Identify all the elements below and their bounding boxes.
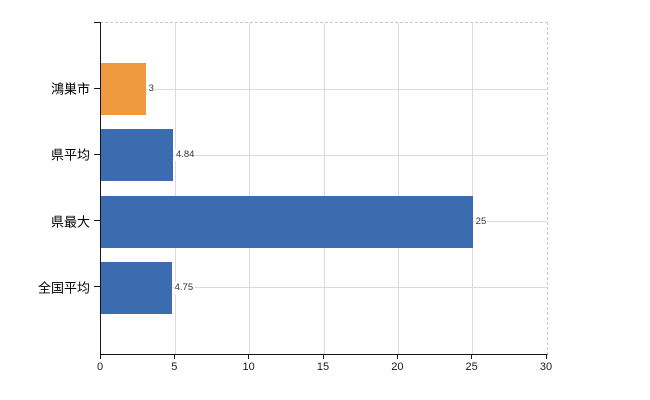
- category-label: 鴻巣市: [50, 81, 90, 97]
- category-label: 県最大: [50, 214, 90, 230]
- value-label: 3: [147, 83, 155, 96]
- value-label: 4.84: [174, 149, 196, 162]
- vertical-gridline: [397, 23, 399, 354]
- vertical-gridline: [323, 23, 325, 354]
- y-axis-tick: [94, 220, 100, 222]
- plot-area: 3 4.84 25 4.75: [100, 22, 548, 355]
- x-axis-tick: [248, 354, 250, 359]
- x-axis-tick: [173, 354, 175, 359]
- vertical-gridline: [174, 23, 176, 354]
- x-tick-label: 5: [171, 361, 178, 373]
- bar: [101, 63, 146, 116]
- value-label: 4.75: [173, 281, 195, 294]
- x-tick-label: 10: [242, 361, 255, 373]
- category-label: 県平均: [50, 147, 90, 163]
- horizontal-gridline: [101, 88, 547, 90]
- value-label: 25: [474, 215, 488, 228]
- x-tick-label: 20: [391, 361, 404, 373]
- y-axis-end-tick: [94, 22, 101, 23]
- x-tick-label: 0: [96, 361, 104, 373]
- horizontal-gridline: [101, 154, 547, 156]
- horizontal-gridline: [101, 287, 547, 289]
- vertical-gridline: [249, 23, 251, 354]
- x-axis-tick: [322, 354, 324, 359]
- y-axis-tick: [94, 286, 100, 288]
- x-tick-label: 25: [465, 361, 478, 373]
- x-axis-tick: [99, 354, 101, 359]
- bar: [101, 129, 173, 182]
- vertical-gridline: [472, 23, 474, 354]
- y-axis-tick: [94, 153, 100, 155]
- x-tick-label: 15: [316, 361, 330, 373]
- x-axis-tick: [545, 354, 547, 359]
- bar: [101, 195, 473, 248]
- category-label: 全国平均: [37, 280, 90, 296]
- y-axis-tick: [94, 87, 100, 89]
- x-axis-tick: [396, 354, 398, 359]
- x-tick-label: 30: [539, 361, 553, 373]
- x-axis-tick: [471, 354, 473, 359]
- bar: [101, 261, 172, 314]
